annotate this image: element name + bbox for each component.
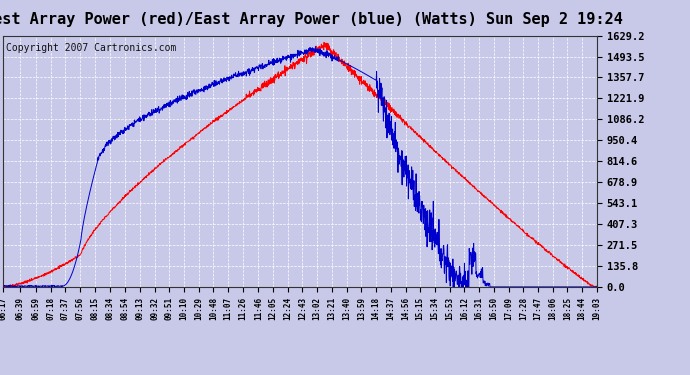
Text: West Array Power (red)/East Array Power (blue) (Watts) Sun Sep 2 19:24: West Array Power (red)/East Array Power … — [0, 12, 623, 27]
Text: Copyright 2007 Cartronics.com: Copyright 2007 Cartronics.com — [6, 43, 177, 53]
